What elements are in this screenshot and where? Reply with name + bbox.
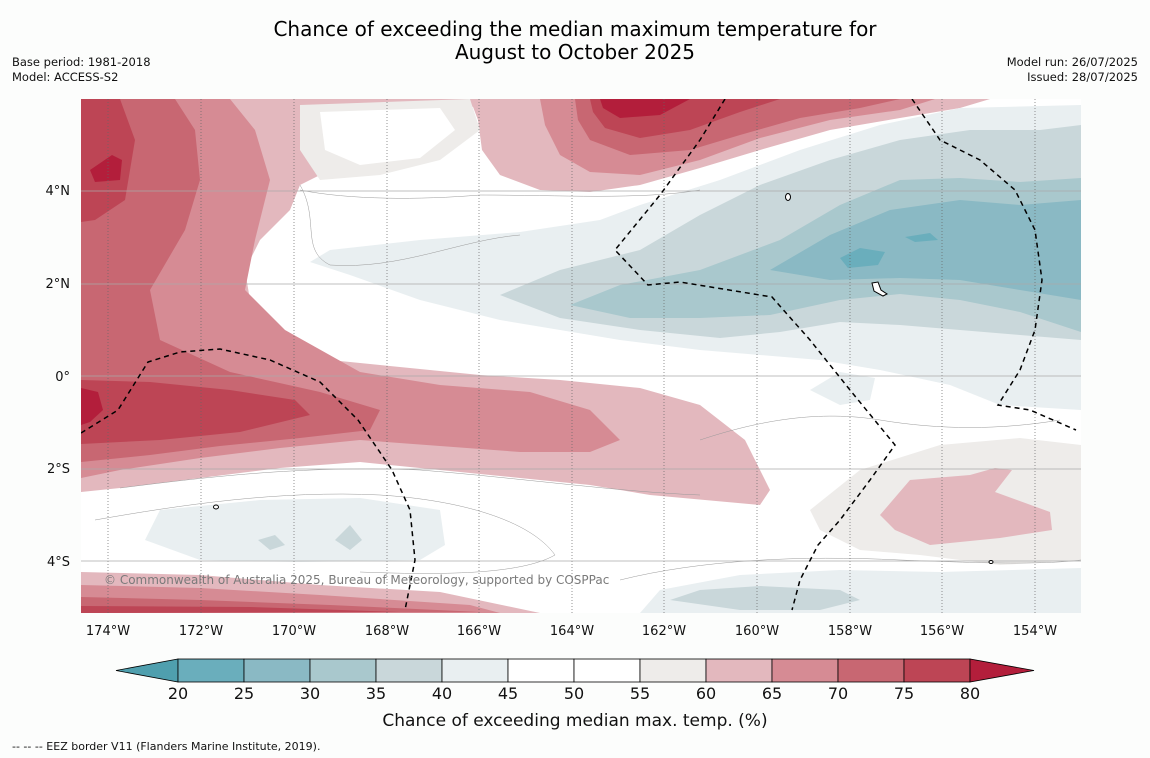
lon-label: 164°W (550, 624, 594, 639)
colorbar-segment (771, 658, 839, 683)
longitude-labels: 174°W 172°W 170°W 168°W 166°W 164°W 162°… (86, 624, 1057, 639)
colorbar-tick-label: 50 (564, 684, 584, 703)
colorbar-tick-label: 70 (828, 684, 848, 703)
colorbar-tick-label: 45 (498, 684, 518, 703)
colorbar-segment (309, 658, 377, 683)
lat-label: 2°S (47, 462, 70, 477)
colorbar-tick-label: 40 (432, 684, 452, 703)
colorbar-tick-label: 25 (234, 684, 254, 703)
latitude-labels: 4°N 2°N 0° 2°S 4°S (46, 184, 71, 570)
region-red-deep-west (81, 99, 310, 444)
lat-label: 0° (55, 370, 70, 385)
contour-line (119, 468, 701, 496)
title-line-2: August to October 2025 (454, 40, 696, 64)
colorbar-tick-label: 80 (960, 684, 980, 703)
title-line-1: Chance of exceeding the median maximum t… (273, 17, 877, 41)
colorbar-tick-label: 30 (300, 684, 320, 703)
lon-label: 158°W (828, 624, 872, 639)
contour-line (94, 493, 556, 574)
region-blue-mid-east (770, 200, 1081, 300)
region-blue-pale-southwest (258, 525, 362, 550)
colorbar-segment (177, 658, 245, 683)
islands (213, 193, 994, 564)
lon-label: 160°W (735, 624, 779, 639)
info-left: Base period: 1981-2018 Model: ACCESS-S2 (12, 55, 151, 85)
island (213, 504, 219, 510)
colorbar-segment (441, 658, 509, 683)
region-red-deep-south (81, 606, 400, 613)
contour-line (699, 415, 1061, 441)
region-blue-faint-southcentre (810, 372, 875, 405)
island (785, 193, 791, 201)
contour-line (619, 557, 1081, 581)
contour-line (299, 189, 701, 199)
colorbar-segment (903, 658, 971, 683)
copyright-notice: © Commonwealth of Australia 2025, Bureau… (104, 573, 609, 587)
region-blue-pale-south (670, 586, 860, 610)
model-text: Model: ACCESS-S2 (12, 70, 119, 84)
island (988, 560, 994, 564)
lon-label: 156°W (920, 624, 964, 639)
lat-label: 2°N (46, 277, 71, 292)
island (871, 281, 888, 297)
colorbar-legend: Chance of exceeding median max. temp. (%… (115, 658, 1035, 731)
colorbar-segment (705, 658, 773, 683)
region-white-north (320, 108, 455, 165)
colorbar-title: Chance of exceeding median max. temp. (%… (382, 711, 767, 731)
colorbar-segment (243, 658, 311, 683)
eez-border-west (81, 348, 416, 611)
lon-label: 170°W (272, 624, 316, 639)
map-title: Chance of exceeding the median maximum t… (0, 18, 1150, 64)
colorbar-tick-label: 20 (168, 684, 188, 703)
colorbar-segment (837, 658, 905, 683)
colorbar-tick-label: 55 (630, 684, 650, 703)
colorbar-tick-label: 75 (894, 684, 914, 703)
colorbar-segment (375, 658, 443, 683)
lon-label: 174°W (86, 624, 130, 639)
colorbar-segment (639, 658, 707, 683)
eez-footnote: -- -- -- EEZ border V11 (Flanders Marine… (12, 740, 321, 753)
contour-line (299, 184, 521, 266)
map-plot-area: © Commonwealth of Australia 2025, Bureau… (81, 99, 1081, 613)
region-red-max-north (600, 99, 690, 118)
colorbar-tick-label: 35 (366, 684, 386, 703)
region-blue-faint-southwest (145, 498, 445, 562)
region-red-mid-west (81, 99, 380, 462)
issued-text: Issued: 28/07/2025 (1027, 70, 1138, 84)
eez-borders (81, 99, 1077, 611)
base-period-text: Base period: 1981-2018 (12, 55, 151, 69)
info-right: Model run: 26/07/2025 Issued: 28/07/2025 (1007, 55, 1138, 85)
lon-label: 154°W (1013, 624, 1057, 639)
region-blue-deep-east (840, 233, 938, 268)
colorbar-extend-low (115, 658, 179, 683)
lon-label: 166°W (457, 624, 501, 639)
colorbar-segment (507, 658, 575, 683)
region-red-max-west (81, 155, 122, 425)
lon-label: 168°W (365, 624, 409, 639)
eez-border-east (911, 99, 1077, 431)
model-run-text: Model run: 26/07/2025 (1006, 55, 1138, 69)
colorbar-segment (573, 658, 641, 683)
colorbar-extend-high (969, 658, 1035, 683)
lat-label: 4°N (46, 184, 71, 199)
colorbar-tick-label: 60 (696, 684, 716, 703)
lon-label: 172°W (179, 624, 223, 639)
region-red-faint-southeast (880, 468, 1052, 545)
eez-border-central (614, 99, 896, 611)
colorbar-tick-label: 65 (762, 684, 782, 703)
contour-lines (94, 184, 1081, 581)
lon-label: 162°W (642, 624, 686, 639)
latitude-gridlines (81, 190, 1081, 562)
lat-label: 4°S (47, 555, 70, 570)
